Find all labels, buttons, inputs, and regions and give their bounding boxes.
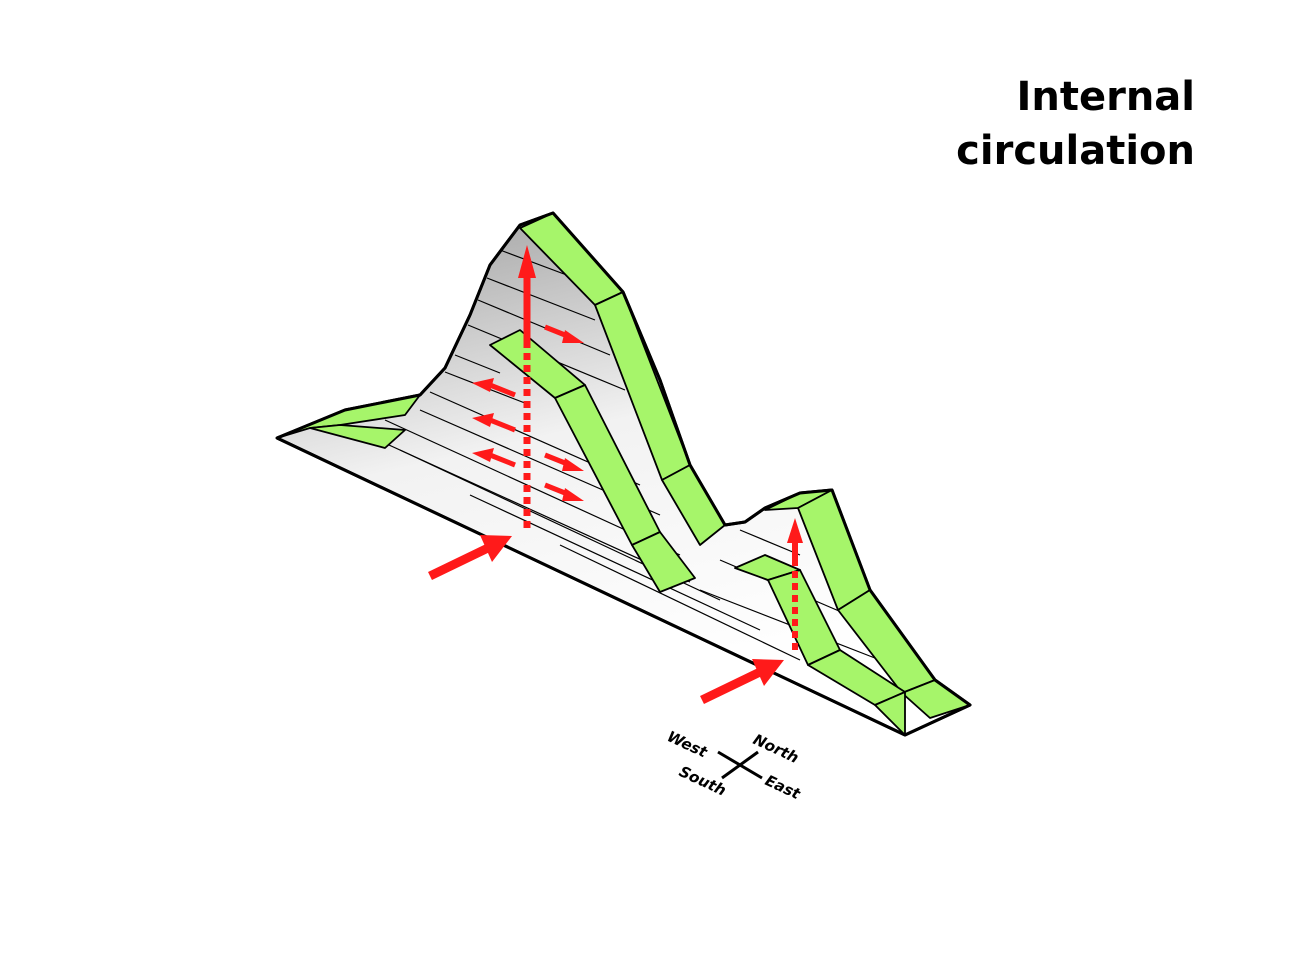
terrain-outline: [276, 211, 972, 737]
circulation-arrows: [428, 245, 803, 705]
compass-east: East: [762, 771, 803, 803]
horizontal-arrows: [472, 324, 584, 501]
compass-south: South: [676, 762, 729, 799]
compass-north: North: [750, 730, 801, 767]
back-ridge: [519, 212, 971, 719]
compass-south-north-axis: [721, 750, 759, 780]
compass: West North South East: [664, 727, 803, 803]
entry-arrow-2: [700, 659, 784, 705]
arrow-up-head: [518, 245, 536, 278]
title-line-2: circulation: [956, 128, 1195, 174]
compass-west: West: [664, 727, 710, 761]
diagram-title: Internal circulation: [956, 70, 1195, 178]
title-line-1: Internal: [1016, 74, 1195, 120]
entry-arrow-1: [428, 535, 512, 581]
arrow-up-head-2: [787, 518, 803, 543]
